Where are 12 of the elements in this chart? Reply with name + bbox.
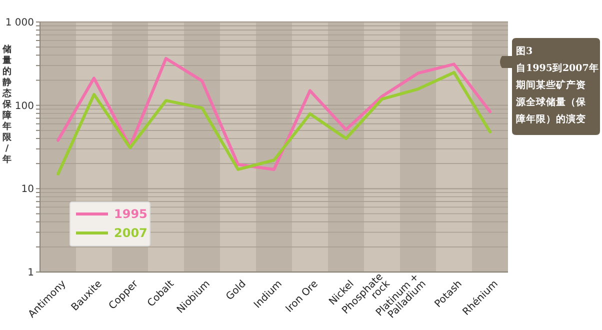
legend-label: 2007	[114, 226, 148, 240]
y-tick-label: 100	[14, 100, 34, 112]
line-series	[56, 70, 492, 176]
y-tick-label: 1 000	[5, 18, 34, 28]
legend-label: 1995	[114, 207, 148, 222]
text: 自1995到2007年期间某些矿产资源全球储量（保障年限）的演变	[515, 62, 599, 125]
caption: 图3	[516, 46, 533, 57]
line-series	[56, 56, 492, 171]
x-tick-label: Iron Ore	[284, 278, 320, 315]
y-tick-label: 1	[28, 268, 34, 278]
text: 储量的静态保障年限/年	[2, 45, 12, 165]
y-tick-label: 10	[21, 184, 34, 196]
